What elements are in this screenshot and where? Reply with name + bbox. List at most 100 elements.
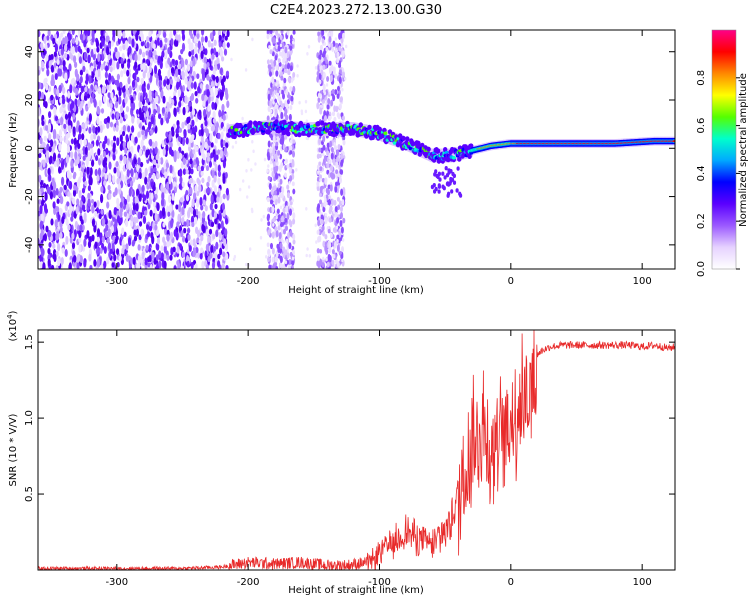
spectrogram-cell (38, 107, 41, 117)
spectrogram-cell (201, 260, 205, 269)
spectrogram-cell (38, 69, 41, 76)
spectrogram-cell (58, 190, 62, 198)
spectrogram-cell (186, 260, 190, 268)
spectrogram-cell (215, 51, 219, 58)
spectrogram-cell (79, 75, 83, 84)
spectrogram-cell (292, 233, 296, 241)
spectrogram-cell (74, 150, 78, 160)
spectrogram-cell (189, 60, 193, 68)
spectrogram-cell (74, 68, 78, 78)
spectrogram-cell (87, 100, 91, 109)
spectrogram-cell (160, 117, 164, 126)
spectrogram-cell (116, 111, 120, 120)
spectrogram-cell (171, 98, 175, 106)
spectrogram-cell (121, 174, 125, 181)
spectrogram-cell (54, 219, 58, 228)
spectrogram-cell (221, 56, 225, 62)
spectrogram-cell (94, 84, 98, 91)
spectrogram-cell (113, 95, 117, 102)
spectrogram-cell (79, 149, 83, 155)
spectrogram-cell (292, 188, 296, 195)
spectrogram-cell (173, 95, 177, 102)
spectrogram-cell (202, 73, 206, 82)
spectrogram-cell (319, 199, 322, 205)
spectrogram-cell (328, 241, 332, 249)
spectrogram-cell (282, 203, 285, 208)
spectrogram-cell (126, 168, 130, 178)
spectrogram-cell (286, 51, 290, 58)
spectrogram-cell (175, 68, 179, 78)
spectrogram-cell (115, 160, 119, 168)
spectrogram-cell (98, 99, 102, 107)
spectrogram-cell (173, 265, 177, 269)
spectrogram-cell (106, 237, 110, 244)
spectrogram-cell (146, 41, 150, 49)
spectrogram-cell (284, 200, 288, 208)
spectrogram-cell (283, 160, 287, 165)
spectrogram-cell (150, 168, 154, 176)
spectrogram-cell (55, 188, 59, 196)
spectrogram-cell (206, 74, 210, 81)
spectrogram-cell (280, 30, 284, 35)
spectrogram-cell (64, 52, 68, 59)
spectrogram-cell (145, 50, 149, 56)
spectrogram-cell (203, 220, 208, 227)
spectrogram-cell (284, 217, 288, 223)
spectrogram-cell (91, 234, 95, 242)
spectrogram-cell (216, 62, 221, 70)
spectrogram-cell (58, 35, 62, 45)
spectrogram-cell (304, 109, 308, 114)
spectrogram-cell (330, 164, 334, 172)
spectrogram-cell (331, 198, 334, 206)
spectrogram-cell (190, 239, 194, 246)
spectrogram-cell (319, 166, 323, 171)
spectrogram-cell (119, 154, 123, 161)
spectrogram-cell (183, 129, 187, 139)
spectrogram-cell (58, 84, 62, 93)
spectrogram-cell (287, 70, 291, 75)
spectrogram-cell (268, 228, 272, 234)
spectrogram-cell (67, 191, 71, 197)
spectrogram-cell (89, 167, 93, 176)
spectrogram-cell (142, 215, 147, 225)
spectrogram-cell (93, 60, 97, 68)
spectrogram-cell (292, 150, 295, 158)
spectrogram-cell (60, 116, 64, 126)
spectrogram-cell (219, 247, 223, 256)
spectrogram-cell (193, 192, 197, 200)
spectrogram-cell (101, 37, 105, 47)
spectrogram-cell (190, 168, 194, 175)
spectrogram-cell (328, 255, 332, 263)
spectrogram-cell (211, 101, 215, 110)
spectrogram-cell (165, 162, 170, 169)
spectrogram-cell (72, 197, 76, 205)
spectrogram-cell (167, 57, 171, 65)
spectrogram-cell (65, 133, 69, 140)
spectrogram-cell (217, 170, 222, 178)
spectrogram-cell (165, 137, 170, 144)
spectrogram-cell (320, 56, 324, 63)
spectrogram-cell (106, 212, 110, 219)
spectrogram-cell (305, 253, 308, 258)
spectrogram-cell (93, 224, 97, 233)
spectrogram-cell (116, 168, 120, 178)
spectrogram-cell (271, 155, 274, 159)
spectrogram-cell (119, 216, 123, 225)
spectrogram-cell (125, 105, 130, 113)
spectrogram-cell (127, 125, 131, 133)
spectrogram-cell (276, 188, 280, 196)
spectrogram-cell (40, 228, 44, 237)
spectrogram-cell (277, 45, 281, 52)
spectrogram-cell (200, 123, 204, 130)
spectrogram-cell (279, 221, 283, 228)
spectrogram-cell (189, 158, 193, 165)
spectrogram-cell (289, 105, 293, 111)
spectrogram-cell (342, 32, 345, 40)
spectrogram-cell (87, 142, 91, 151)
spectrogram-cell (218, 212, 222, 222)
spectrogram-cell (340, 42, 344, 48)
spectrogram-cell (186, 64, 191, 72)
spectrogram-cell (64, 113, 69, 120)
spectrogram-cell (124, 96, 128, 104)
spectrogram-cell (138, 171, 142, 180)
